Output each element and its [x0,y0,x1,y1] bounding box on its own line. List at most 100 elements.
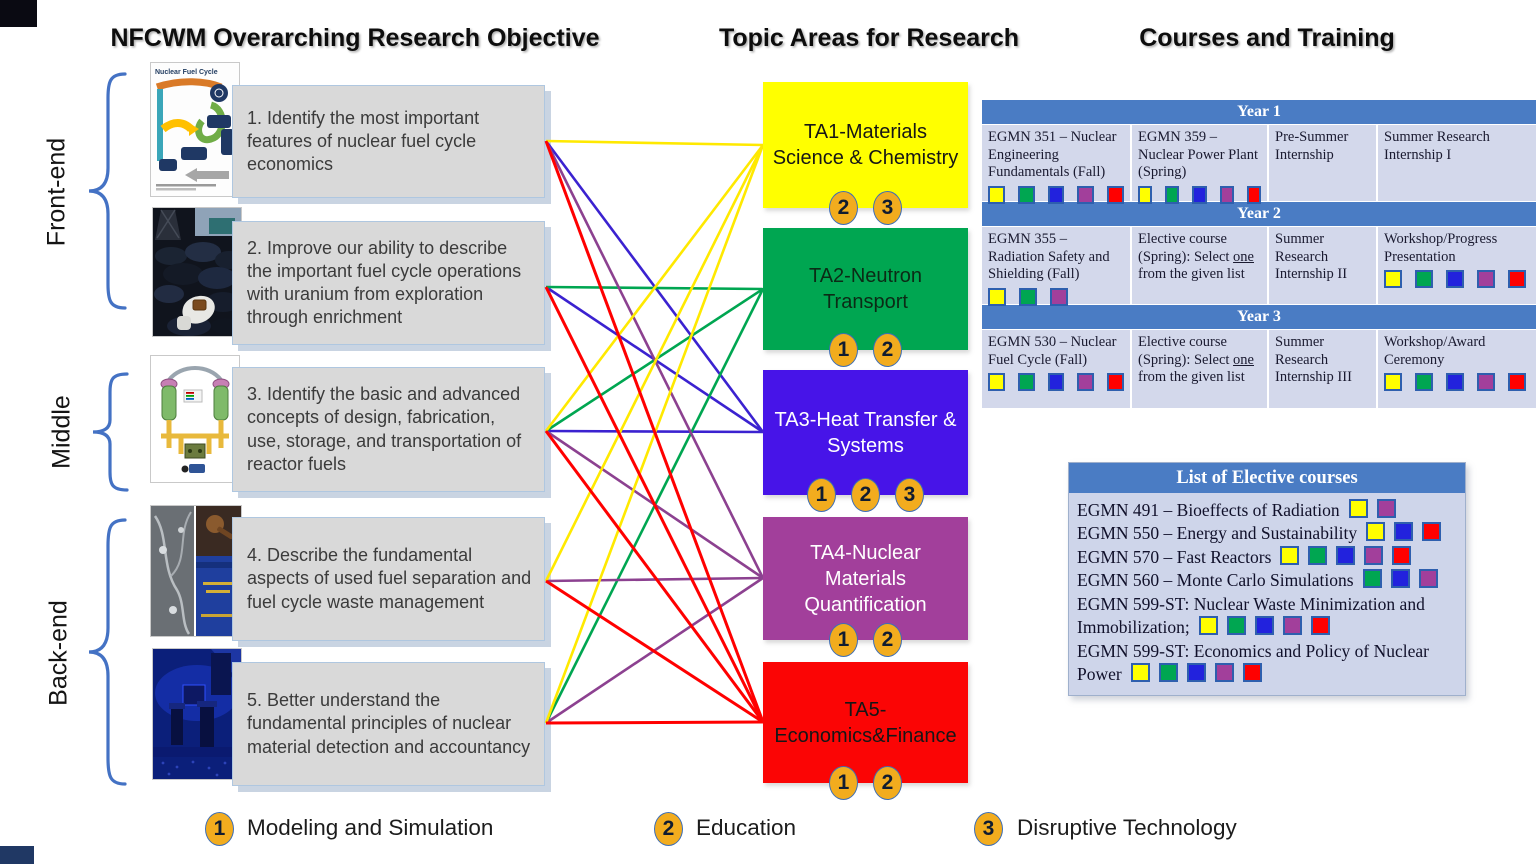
topic-box-ta3: TA3-Heat Transfer & Systems 1 2 3 [763,370,968,512]
site-and-gavel-thumbnail [150,505,242,637]
badge-modeling-simulation: 1 [829,623,858,657]
badge-education: 2 [873,333,902,367]
topic-label: TA2-Neutron Transport [808,265,922,313]
group-label-middle: Middle [47,395,76,469]
svg-text:Nuclear Fuel Cycle: Nuclear Fuel Cycle [155,69,218,76]
reactor-schematic-thumbnail [150,355,240,483]
elective-item: EGMN 599-ST: Economics and Policy of Nuc… [1077,640,1429,685]
badge-education: 2 [873,766,902,800]
topic-color-squares [1138,186,1262,205]
topic-box-ta5: TA5-Economics&Finance 1 2 [763,662,968,800]
objective-text: 4. Describe the fundamental aspects of u… [247,545,532,612]
title-topic-areas: Topic Areas for Research [718,24,1020,52]
front-end-brace [88,72,127,310]
course-cell-summer-research-1: Summer Research Internship I [1378,125,1536,201]
legend-label-education: Education [696,815,797,840]
elective-courses-box: List of Elective courses EGMN 491 – Bioe… [1068,462,1466,696]
year-3-header: Year 3 [982,305,1536,329]
course-cell-elective-spring-y2: Elective course (Spring): Select one fro… [1132,227,1267,304]
corner-decoration-bottom-left [0,846,34,864]
course-cell-pre-summer-internship: Pre-Summer Internship [1269,125,1376,201]
badge-modeling-simulation: 1 [829,766,858,800]
objective-text: 1. Identify the most important features … [247,107,480,175]
topic-color-squares [988,186,1124,205]
topic-label: TA4-Nuclear Materials Quantification [804,541,927,616]
middle-brace [92,372,129,492]
badge-modeling-simulation: 1 [807,478,836,512]
course-cell-summer-research-2: Summer Research Internship II [1269,227,1376,304]
topic-color-squares [988,288,1124,307]
badge-modeling-simulation: 1 [829,333,858,367]
topic-color-squares [1384,270,1530,289]
group-label-back-end: Back-end [44,600,73,706]
elective-item: EGMN 491 – Bioeffects of Radiation [1077,499,1457,522]
course-cell-workshop-progress: Workshop/Progress Presentation [1378,227,1536,304]
course-cell-egmn-359: EGMN 359 – Nuclear Power Plant (Spring) [1132,125,1267,205]
topic-color-squares [1271,545,1412,567]
topic-badges: 1 2 3 [763,478,968,512]
topic-box-ta1: TA1-Materials Science & Chemistry 2 3 [763,82,968,225]
course-cell-egmn-355: EGMN 355 – Radiation Safety and Shieldin… [982,227,1130,307]
course-cell-workshop-award: Workshop/Award Ceremony [1378,330,1536,408]
legend-badge-1: 1 [205,812,234,846]
topic-badges: 1 2 [763,623,968,657]
fuel-cycle-diagram-thumbnail: Nuclear Fuel Cycle [150,62,240,197]
objective-box-3: 3. Identify the basic and advanced conce… [232,367,545,492]
title-research-objective: NFCWM Overarching Research Objective [110,24,600,52]
topic-color-squares [1384,373,1530,392]
group-label-front-end: Front-end [42,137,71,247]
badge-education: 2 [829,191,858,225]
topic-color-squares [1354,569,1438,590]
badge-education: 2 [851,478,880,512]
topic-label: TA3-Heat Transfer & Systems [774,408,957,457]
elective-courses-list: EGMN 491 – Bioeffects of Radiation EGMN … [1069,493,1465,695]
topic-box-ta2: TA2-Neutron Transport 1 2 [763,228,968,367]
topic-box-ta4: TA4-Nuclear Materials Quantification 1 2 [763,517,968,657]
year-2-header: Year 2 [982,202,1536,226]
topic-color-squares [988,373,1124,392]
legend-badge-2: 2 [654,812,683,846]
topic-color-squares [1340,499,1396,520]
objective-text: 3. Identify the basic and advanced conce… [247,384,522,474]
year-3-row: EGMN 530 – Nuclear Fuel Cycle (Fall) Ele… [982,330,1536,408]
topic-label: TA5-Economics&Finance [774,698,957,747]
course-cell-egmn-530: EGMN 530 – Nuclear Fuel Cycle (Fall) [982,330,1130,408]
elective-item: EGMN 599-ST: Nuclear Waste Minimization … [1077,593,1425,638]
elective-item: EGMN 560 – Monte Carlo Simulations [1077,569,1457,592]
topic-badges: 1 2 [763,333,968,367]
badge-disruptive-technology: 3 [873,191,902,225]
topic-color-squares [1357,522,1442,543]
course-cell-summer-research-3: Summer Research Internship III [1269,330,1376,408]
topic-color-squares [1190,616,1330,637]
back-end-brace [88,518,127,786]
year-1-row: EGMN 351 – Nuclear Engineering Fundament… [982,125,1536,205]
legend-badge-3: 3 [974,812,1003,846]
elective-item: EGMN 550 – Energy and Sustainability [1077,522,1457,545]
topic-badges: 2 3 [763,191,968,225]
legend-label-modeling-simulation: Modeling and Simulation [247,815,494,840]
course-cell-elective-spring-y3: Elective course (Spring): Select one fro… [1132,330,1267,408]
elective-item: EGMN 570 – Fast Reactors [1077,545,1457,569]
badge-disruptive-technology: 3 [895,478,924,512]
objective-box-4: 4. Describe the fundamental aspects of u… [232,517,545,641]
objective-text: 2. Improve our ability to describe the i… [247,237,522,328]
courses-table: Year 1 EGMN 351 – Nuclear Engineering Fu… [982,100,1536,409]
year-2-row: EGMN 355 – Radiation Safety and Shieldin… [982,227,1536,307]
badge-education: 2 [873,623,902,657]
course-cell-egmn-351: EGMN 351 – Nuclear Engineering Fundament… [982,125,1130,205]
blue-lab-equipment-thumbnail [152,648,242,780]
objective-box-2: 2. Improve our ability to describe the i… [232,221,545,345]
topic-label: TA1-Materials Science & Chemistry [772,121,959,169]
topic-color-squares [1122,663,1262,684]
uranium-ore-thumbnail [152,207,242,337]
corner-decoration-top-left [0,0,37,27]
objective-box-5: 5. Better understand the fundamental pri… [232,662,545,786]
year-1-header: Year 1 [982,100,1536,124]
objective-box-1: 1. Identify the most important features … [232,85,545,198]
topic-badges: 1 2 [763,766,968,800]
legend-label-disruptive-technology: Disruptive Technology [1017,815,1237,840]
title-courses-training: Courses and Training [1139,24,1395,52]
objective-text: 5. Better understand the fundamental pri… [247,690,531,757]
elective-courses-header: List of Elective courses [1069,463,1465,493]
